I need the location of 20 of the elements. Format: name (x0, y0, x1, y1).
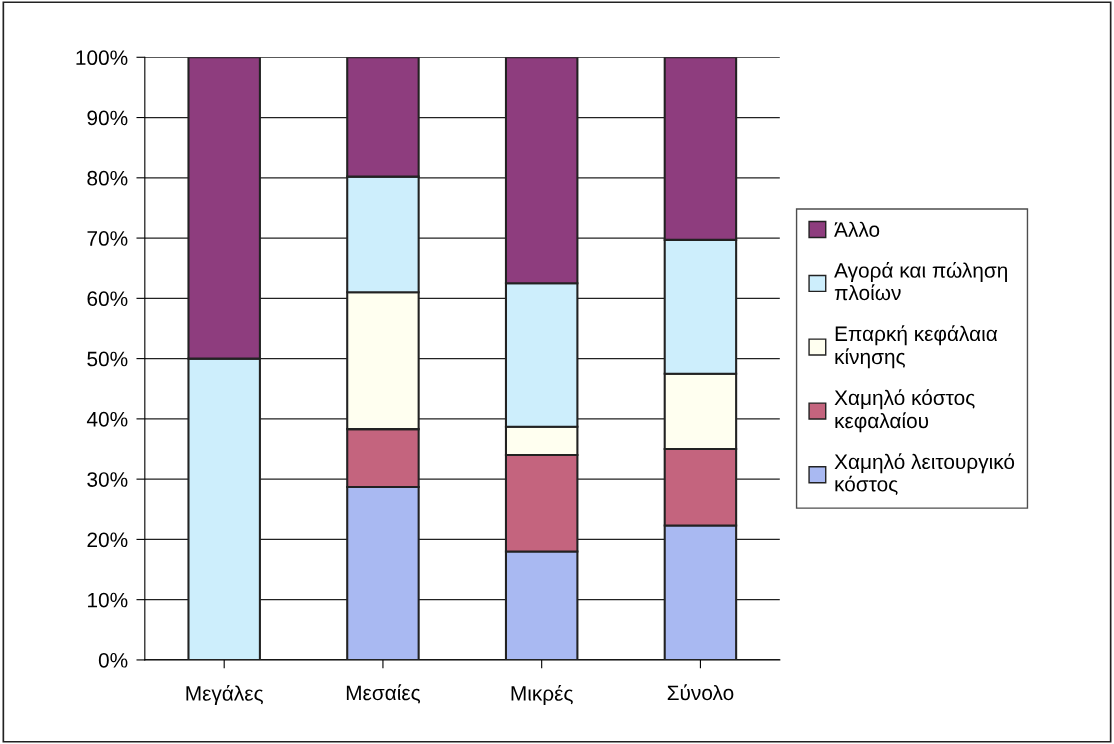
legend-label: Επαρκή κεφάλαια κίνησης (835, 325, 998, 369)
y-tick-label: 60% (87, 291, 128, 307)
x-tick-label: Μεσαίες (346, 684, 421, 704)
y-tick-label: 70% (87, 231, 128, 246)
y-tick-label: 40% (86, 411, 128, 427)
y-tick-label: 20% (87, 532, 128, 548)
y-tick-label: 50% (87, 351, 128, 367)
x-tick-label: Μεγάλες (186, 684, 263, 705)
y-tick-label: 10% (88, 592, 128, 608)
y-tick-label: 90% (87, 110, 128, 126)
legend-label: Χαμηλό κόστος κεφαλαίου (834, 389, 975, 433)
y-tick-label: 80% (87, 170, 128, 186)
x-tick-label: Σύνολο (667, 684, 734, 701)
y-tick-label: 100% (76, 50, 128, 66)
legend-label: Άλλο (834, 221, 880, 237)
legend-label: Χαμηλό λειτουργικό κόστος (834, 453, 1015, 495)
legend-label: Αγορά και πώληση πλοίων (834, 261, 1007, 301)
y-tick-label: 0% (98, 652, 128, 668)
y-tick-label: 30% (87, 472, 128, 487)
x-tick-label: Μικρές (511, 684, 573, 705)
